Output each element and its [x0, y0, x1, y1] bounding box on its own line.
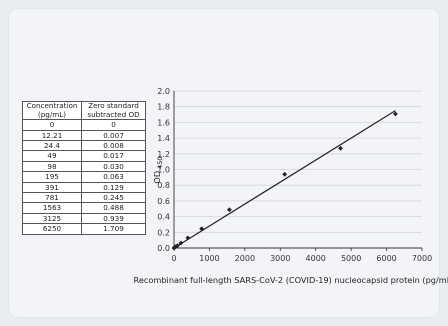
y-tick-label: 1.6: [157, 118, 170, 127]
x-tick-label: 1000: [199, 254, 219, 263]
column-header-od: Zero standard subtracted OD: [81, 100, 146, 121]
fit-line: [173, 110, 396, 249]
data-point: [173, 244, 179, 250]
y-tick-label: 1.8: [157, 103, 170, 112]
table-row: 391 0.129: [22, 181, 146, 194]
y-tick-label: 2.0: [157, 87, 170, 96]
y-tick-label: 0.6: [157, 197, 170, 206]
data-point: [393, 111, 398, 117]
x-tick-label: 5000: [341, 254, 361, 263]
table-row: 3125 0.939: [22, 212, 146, 225]
y-axis-label: OD450: [152, 156, 164, 183]
x-tick-label: 2000: [235, 254, 255, 263]
x-tick-label: 0: [171, 254, 176, 263]
cell-od: 0.245: [81, 192, 146, 204]
x-tick-labels: 0 1000 2000 3000 4000 5000 6000 7000: [171, 254, 432, 263]
cell-od: 0.017: [81, 150, 146, 162]
y-tick-label: 0.8: [157, 181, 170, 190]
table-header-row: Concentration (pg/mL) Zero standard subt…: [22, 100, 146, 121]
data-point: [199, 226, 205, 232]
x-tick-label: 7000: [412, 254, 432, 263]
fit-line-group: [173, 110, 396, 249]
data-point: [185, 235, 191, 241]
table-row: 12.21 0.007: [22, 129, 146, 142]
cell-od: 0.007: [81, 129, 146, 142]
cell-od: 1.709: [81, 223, 146, 235]
y-tick-label: 1.2: [157, 150, 170, 159]
data-point: [175, 243, 180, 249]
data-point: [338, 145, 343, 151]
cell-od: 0.008: [81, 139, 146, 152]
cell-od: 0.939: [81, 212, 146, 225]
y-tick-label: 1.4: [157, 134, 170, 143]
table-row: 6250 1.709: [22, 223, 146, 235]
data-point: [282, 171, 288, 177]
cell-od: 0.063: [81, 171, 146, 183]
x-axis-label: Recombinant full-length SARS-CoV-2 (COVI…: [134, 275, 448, 285]
data-point: [178, 240, 184, 246]
y-tick-label: 0.4: [157, 213, 170, 222]
column-header-concentration: Concentration (pg/mL): [22, 100, 82, 121]
table-body: 0 0 12.21 0.007 24.4 0.008 49 0.017 98 0.030 195 0.…: [22, 119, 146, 235]
axes: [173, 91, 423, 251]
table-row: 98 0.030: [22, 160, 146, 173]
x-tick-label: 6000: [376, 254, 396, 263]
cell-od: 0.030: [81, 160, 146, 173]
standard-curve-table: Concentration (pg/mL) Zero standard subt…: [22, 100, 146, 235]
y-tick-labels: 0.0 0.2 0.4 0.6 0.8 1.0 1.2 1.4 1.6 1.8 2.0: [157, 87, 170, 253]
y-tick-label: 1.0: [157, 166, 170, 175]
data-point: [226, 207, 232, 213]
cell-od: 0.129: [81, 181, 146, 194]
table-row: 49 0.017: [22, 150, 146, 162]
cell-od: 0: [81, 119, 146, 131]
table-row: 1563 0.488: [22, 202, 146, 214]
x-tick-label: 3000: [270, 254, 290, 263]
y-tick-label: 0.0: [157, 244, 170, 253]
table-row: 195 0.063: [22, 171, 146, 183]
gridlines: [174, 90, 422, 233]
table-row: 24.4 0.008: [22, 139, 146, 152]
table-row: 781 0.245: [22, 192, 146, 204]
cell-od: 0.488: [81, 202, 146, 214]
y-tick-label: 0.2: [157, 228, 170, 237]
x-tick-label: 4000: [306, 254, 326, 263]
data-points: [171, 111, 398, 251]
